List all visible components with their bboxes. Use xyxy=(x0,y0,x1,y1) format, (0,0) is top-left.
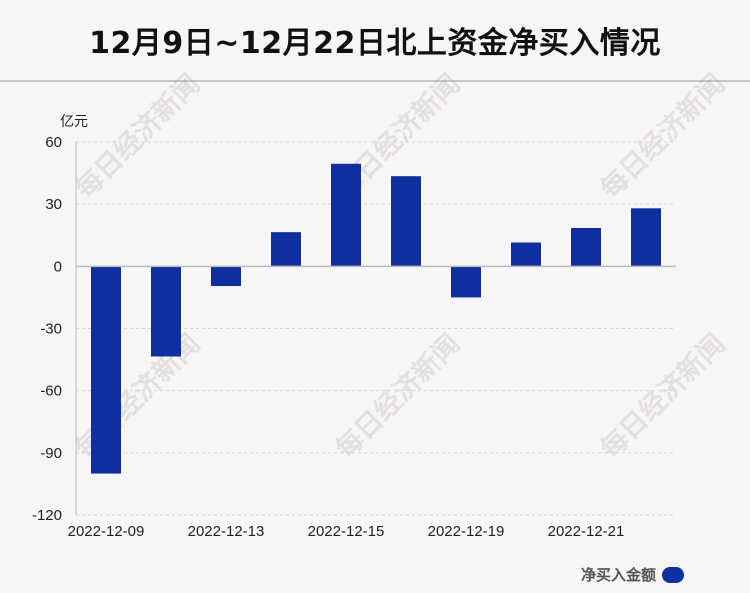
x-tick-label: 2022-12-21 xyxy=(548,523,625,540)
bar xyxy=(91,266,121,474)
y-tick-label: -60 xyxy=(40,383,62,400)
title-divider xyxy=(0,80,750,82)
y-tick-label: -90 xyxy=(40,445,62,462)
y-tick-label: 30 xyxy=(45,196,62,213)
y-axis-label: 亿元 xyxy=(60,114,88,130)
bar xyxy=(511,242,541,267)
bar xyxy=(151,266,181,357)
bar xyxy=(631,208,661,267)
y-tick-label: 0 xyxy=(54,258,62,275)
y-tick-label: -120 xyxy=(32,507,62,524)
bar xyxy=(391,176,421,267)
bar xyxy=(571,227,601,267)
x-tick-label: 2022-12-09 xyxy=(68,523,145,540)
legend: 净买入金额 xyxy=(581,564,684,585)
y-tick-label: -30 xyxy=(40,321,62,338)
x-tick-label: 2022-12-13 xyxy=(188,523,265,540)
legend-label: 净买入金额 xyxy=(580,566,656,584)
bar xyxy=(211,266,241,287)
chart-title: 12月9日~12月22日北上资金净买入情况 xyxy=(89,26,661,61)
bar xyxy=(271,232,301,267)
bar xyxy=(331,163,361,267)
legend-swatch xyxy=(662,566,684,583)
y-tick-label: 60 xyxy=(45,134,62,151)
bar xyxy=(451,266,481,298)
x-tick-label: 2022-12-15 xyxy=(308,523,385,540)
x-tick-label: 2022-12-19 xyxy=(428,523,505,540)
